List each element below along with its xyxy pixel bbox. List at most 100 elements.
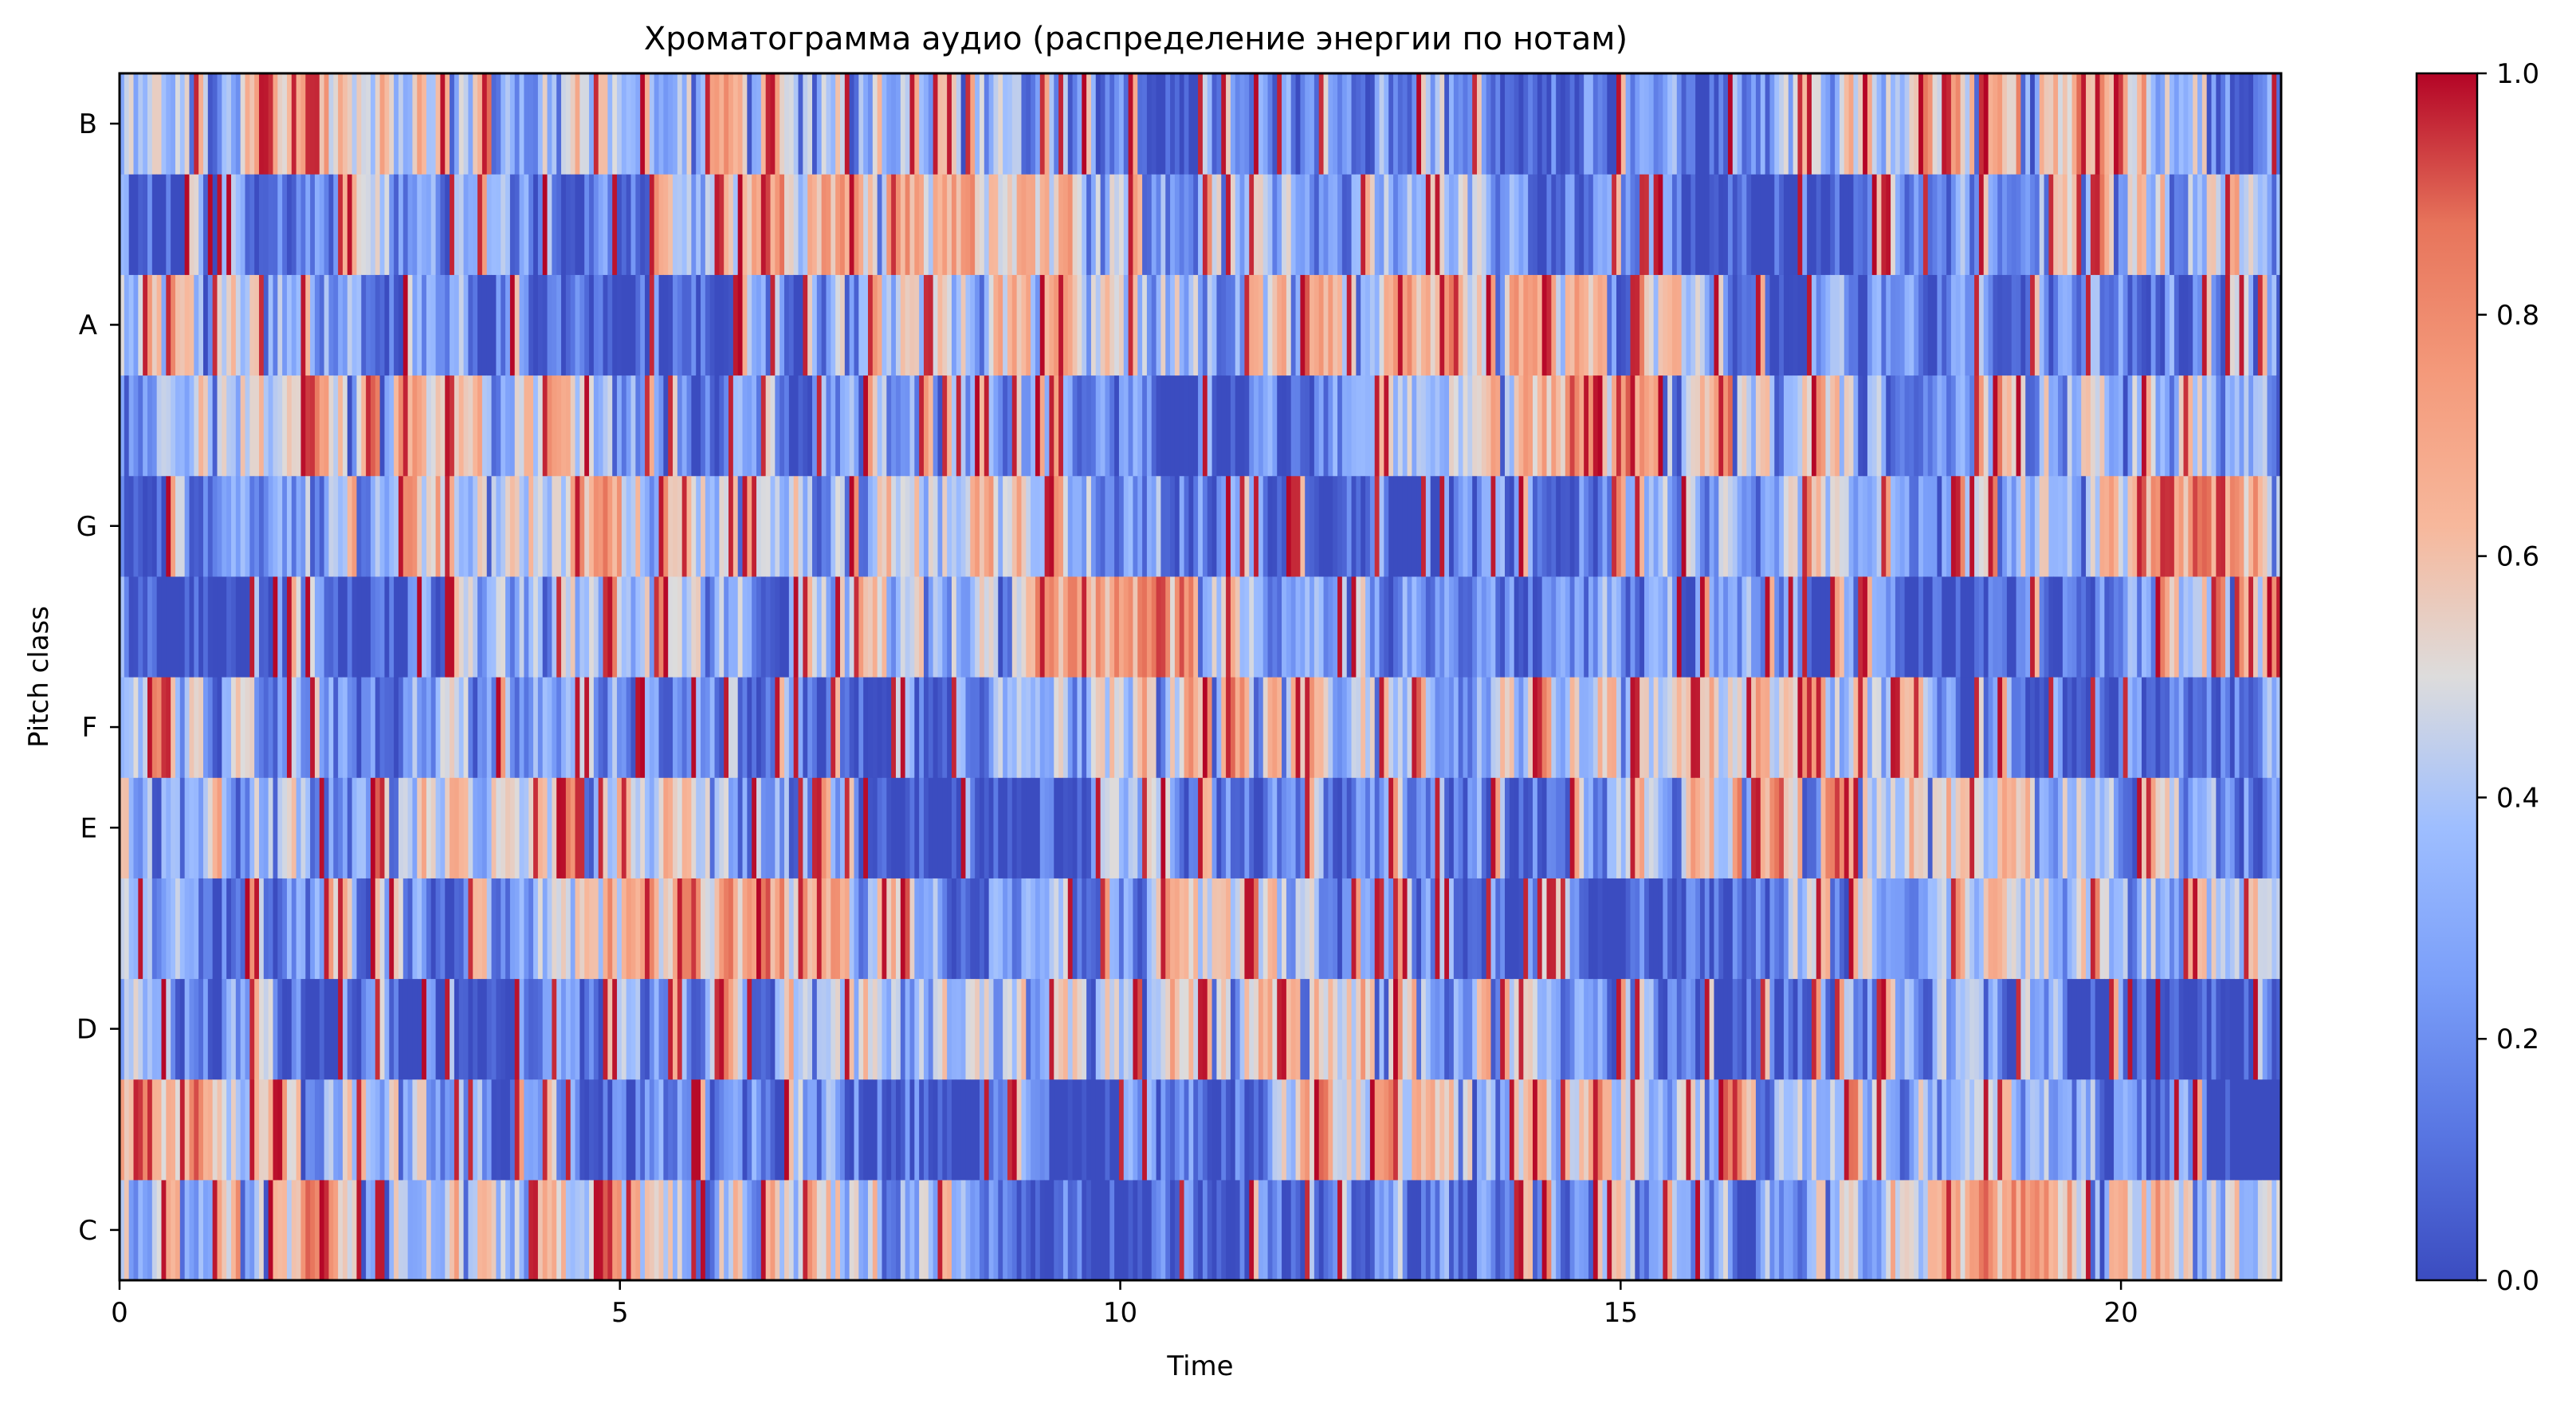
heatmap-cell <box>1249 878 1255 980</box>
heatmap-cell <box>1435 878 1440 980</box>
heatmap-cell <box>1458 475 1464 577</box>
heatmap-cell <box>198 375 204 477</box>
heatmap-cell <box>1244 978 1250 1080</box>
heatmap-cell <box>1170 375 1176 477</box>
heatmap-cell <box>1239 475 1245 577</box>
heatmap-cell <box>928 978 934 1080</box>
heatmap-cell <box>1095 978 1101 1080</box>
heatmap-cell <box>942 1079 948 1181</box>
heatmap-cell <box>552 73 557 175</box>
heatmap-cell <box>658 174 664 275</box>
heatmap-cell <box>342 1079 348 1181</box>
heatmap-cell <box>1202 576 1208 678</box>
heatmap-cell <box>1458 677 1464 778</box>
heatmap-cell <box>1965 1079 1970 1181</box>
heatmap-cell <box>1337 375 1343 477</box>
heatmap-cell <box>1774 878 1780 980</box>
heatmap-cell <box>412 576 418 678</box>
heatmap-cell <box>919 677 925 778</box>
heatmap-cell <box>156 677 163 778</box>
heatmap-cell <box>956 274 962 376</box>
heatmap-cell <box>296 375 302 477</box>
heatmap-cell <box>970 274 976 376</box>
heatmap-cell <box>1561 777 1566 878</box>
heatmap-cell <box>1109 174 1115 275</box>
heatmap-cell <box>486 475 493 577</box>
heatmap-cell <box>120 777 125 878</box>
heatmap-cell <box>696 777 701 878</box>
heatmap-cell <box>807 73 813 175</box>
heatmap-cell <box>286 1179 293 1281</box>
heatmap-cell <box>1551 375 1557 477</box>
heatmap-cell <box>1965 375 1970 477</box>
heatmap-cell <box>1597 1079 1604 1181</box>
heatmap-cell <box>840 978 846 1080</box>
heatmap-cell <box>1807 1079 1812 1181</box>
heatmap-cell <box>570 677 576 778</box>
heatmap-cell <box>970 576 976 678</box>
heatmap-cell <box>1537 274 1543 376</box>
heatmap-cell <box>1137 475 1143 577</box>
heatmap-cell <box>417 274 422 376</box>
heatmap-cell <box>1384 375 1389 477</box>
heatmap-cell <box>732 274 739 376</box>
heatmap-cell <box>1286 878 1292 980</box>
heatmap-cell <box>891 73 897 175</box>
heatmap-cell <box>1323 978 1329 1080</box>
heatmap-cell <box>454 576 460 678</box>
heatmap-cell <box>514 576 520 678</box>
heatmap-cell <box>1444 73 1450 175</box>
heatmap-cell <box>1607 174 1612 275</box>
heatmap-cell <box>314 1179 320 1281</box>
heatmap-cell <box>1095 1079 1101 1181</box>
heatmap-cell <box>1602 777 1608 878</box>
heatmap-cell <box>933 978 939 1080</box>
heatmap-cell <box>384 73 390 175</box>
heatmap-cell <box>1737 677 1743 778</box>
heatmap-cell <box>621 677 627 778</box>
heatmap-cell <box>491 375 497 477</box>
heatmap-cell <box>752 1079 757 1181</box>
heatmap-cell <box>1011 677 1018 778</box>
heatmap-cell <box>1774 73 1780 175</box>
heatmap-cell <box>1067 73 1074 175</box>
heatmap-cell <box>1072 475 1078 577</box>
heatmap-cell <box>1356 777 1361 878</box>
heatmap-cell <box>1425 1079 1431 1181</box>
heatmap-cell <box>1556 777 1561 878</box>
heatmap-cell <box>579 174 585 275</box>
heatmap-cell <box>905 73 911 175</box>
heatmap-cell <box>542 475 548 577</box>
heatmap-cell <box>1974 576 1980 678</box>
heatmap-cell <box>658 274 664 376</box>
heatmap-cell <box>194 1079 199 1181</box>
heatmap-cell <box>1421 73 1427 175</box>
heatmap-cell <box>984 174 990 275</box>
heatmap-cell <box>844 878 850 980</box>
heatmap-cell <box>663 777 669 878</box>
heatmap-cell <box>2030 73 2036 175</box>
heatmap-cell <box>552 677 557 778</box>
heatmap-cell <box>1128 878 1134 980</box>
heatmap-cell <box>1783 174 1789 275</box>
heatmap-cell <box>198 978 204 1080</box>
heatmap-cell <box>705 73 711 175</box>
heatmap-cell <box>2044 1179 2049 1281</box>
heatmap-cell <box>1588 174 1594 275</box>
heatmap-cell <box>333 1079 339 1181</box>
heatmap-cell <box>831 375 836 477</box>
heatmap-cell <box>1039 978 1046 1080</box>
heatmap-cell <box>691 878 697 980</box>
heatmap-cell <box>1965 73 1970 175</box>
heatmap-cell <box>1402 1079 1408 1181</box>
heatmap-cell <box>1058 1179 1064 1281</box>
heatmap-cell <box>705 978 711 1080</box>
heatmap-cell <box>1282 1079 1287 1181</box>
heatmap-cell <box>863 1179 869 1281</box>
heatmap-cell <box>714 878 720 980</box>
heatmap-cell <box>617 677 622 778</box>
heatmap-cell <box>1835 1179 1840 1281</box>
heatmap-cell <box>951 73 957 175</box>
heatmap-cell <box>1170 677 1176 778</box>
heatmap-cell <box>509 274 516 376</box>
